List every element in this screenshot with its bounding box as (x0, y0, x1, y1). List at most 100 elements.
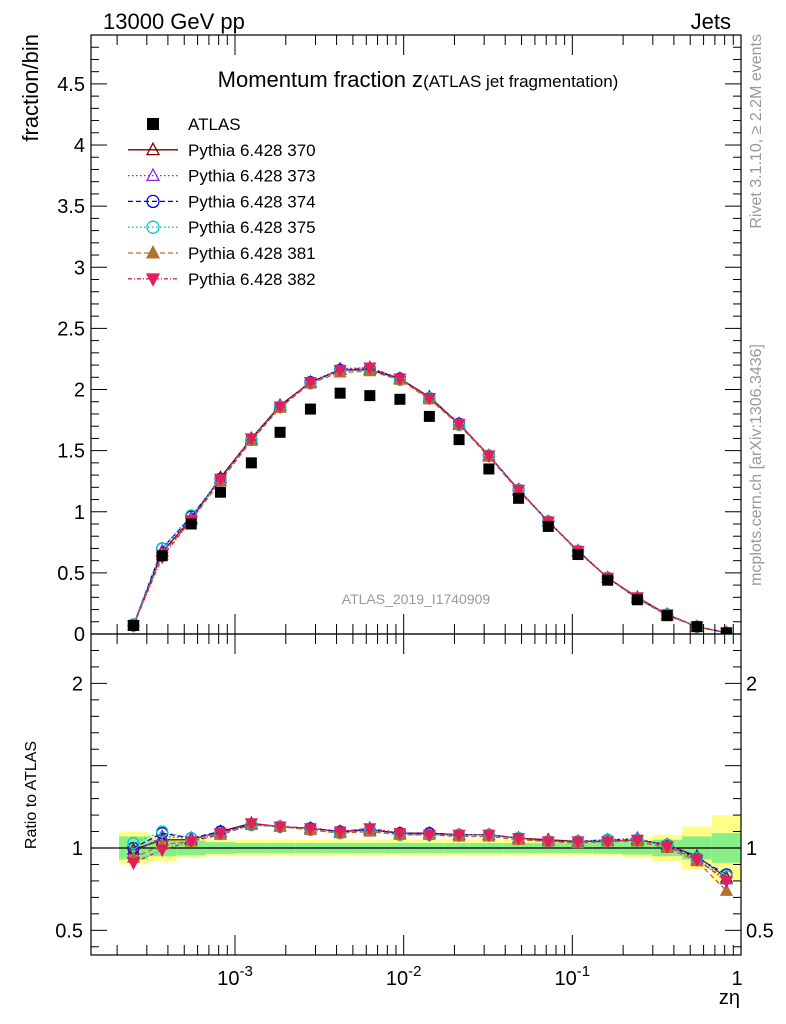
ratio-series-point (660, 841, 674, 854)
ratio-series-point (719, 875, 734, 889)
data-point (453, 434, 465, 446)
x-tick-label-exponent: -1 (577, 963, 590, 980)
series-point (393, 373, 407, 386)
ratio-series-point (273, 821, 287, 835)
x-tick-label: 1 (731, 968, 742, 990)
data-point (572, 549, 584, 561)
ratio-series-line (133, 824, 727, 875)
y-tick-label: 0 (74, 624, 85, 646)
ratio-series-point (690, 854, 704, 867)
ratio-series-point (363, 823, 377, 836)
y-tick-label: 1.5 (57, 441, 85, 463)
legend-label: ATLAS (188, 115, 241, 134)
ratio-series-point (393, 828, 407, 841)
legend-item: Pythia 6.428 381 (128, 244, 316, 263)
main-panel: 0 0.5 1 1.5 2 2.5 3 3.5 4 4.5 (57, 34, 742, 646)
series-point (333, 364, 347, 378)
data-point (631, 594, 643, 606)
ratio-series-point (333, 826, 347, 839)
series-point (482, 450, 496, 463)
legend-label: Pythia 6.428 370 (188, 141, 316, 160)
legend-label: Pythia 6.428 373 (188, 167, 316, 186)
legend-marker (145, 141, 161, 156)
x-tick-label: 10-1 (555, 963, 591, 990)
ratio-series-point (184, 836, 198, 849)
series-atlas (127, 387, 732, 634)
data-point (364, 390, 376, 402)
y-tick-label: 4.5 (57, 74, 85, 96)
ratio-series-pythia-6-428-382 (126, 818, 734, 889)
data-point (156, 550, 168, 562)
ratio-y-axis-label: Ratio to ATLAS (23, 741, 40, 849)
legend-label: Pythia 6.428 381 (188, 244, 316, 263)
ratio-series-point (630, 834, 644, 848)
legend-marker (145, 273, 161, 287)
x-tick-label-exponent: -2 (408, 963, 421, 980)
series-point (452, 418, 466, 432)
data-point (274, 426, 286, 438)
data-point (602, 574, 614, 586)
x-tick-label: 10-2 (386, 963, 422, 990)
legend-marker (146, 220, 160, 234)
series-point (213, 473, 228, 487)
series-point (244, 433, 258, 446)
data-point (245, 457, 257, 469)
ratio-series-point (156, 825, 169, 838)
series-point (363, 362, 377, 375)
data-point (513, 492, 525, 504)
x-tick-label-exponent: -3 (239, 963, 252, 980)
legend: ATLAS Pythia 6.428 370 Pythia 6.428 373 Pyt… (128, 115, 316, 289)
legend-label: Pythia 6.428 375 (188, 218, 316, 237)
y-tick-label: 3 (74, 257, 85, 279)
ratio-y-axis-ticks: 0.5 0.5 1 1 2 2 (55, 649, 774, 948)
data-point (334, 387, 346, 399)
ratio-series-point (601, 836, 615, 849)
x-tick-label-base: 10 (555, 968, 577, 990)
legend-item: ATLAS (147, 115, 241, 134)
data-point (214, 486, 226, 498)
ratio-y-tick-label-right: 2 (746, 673, 757, 695)
x-tick-label: 10-3 (217, 963, 253, 990)
data-point (542, 520, 554, 532)
x-tick-label-base: 10 (217, 968, 239, 990)
y-axis-ticks: 0 0.5 1 1.5 2 2.5 3 3.5 4 4.5 (57, 46, 741, 646)
data-point (127, 619, 139, 631)
rivet-label: Rivet 3.1.10, ≥ 2.2M events (748, 34, 765, 229)
ratio-frame (90, 633, 742, 956)
ratio-y-tick-label: 1 (72, 838, 83, 860)
ratio-series-point (422, 829, 436, 843)
y-tick-label: 1 (74, 502, 85, 524)
legend-marker (145, 167, 161, 182)
data-point (423, 410, 435, 422)
ratio-series-point (303, 823, 318, 836)
mcplots-label: mcplots.cern.ch [arXiv:1306.3436] (748, 344, 765, 586)
legend-item: Pythia 6.428 382 (128, 270, 316, 289)
legend-label: Pythia 6.428 374 (188, 192, 316, 211)
data-point (304, 403, 316, 415)
chart-title: Momentum fraction z(ATLAS jet fragmentat… (218, 67, 619, 92)
ratio-series-point (452, 829, 466, 843)
legend-item: Pythia 6.428 374 (128, 192, 316, 211)
ratio-series-point (511, 833, 526, 846)
ratio-series-point (244, 818, 258, 831)
ratio-series-point (541, 836, 555, 849)
series-point (273, 401, 287, 415)
ratio-series-line (133, 824, 727, 892)
ratio-series-point (482, 829, 496, 843)
data-point (661, 610, 673, 622)
x-axis-ticks: 10-3 10-2 10-1 1 (116, 35, 743, 990)
y-tick-label: 0.5 (57, 563, 85, 585)
header-right: Jets (691, 9, 731, 34)
legend-label: Pythia 6.428 382 (188, 270, 316, 289)
y-tick-label: 2.5 (57, 318, 85, 340)
main-series-group (126, 360, 734, 634)
ratio-series-point (571, 836, 585, 849)
x-tick-label-base: 10 (386, 968, 408, 990)
data-point (394, 393, 406, 405)
series-point (303, 377, 318, 390)
ratio-y-tick-label-right: 1 (746, 838, 757, 860)
y-tick-label: 2 (74, 380, 85, 402)
chart-title-main: Momentum fraction z (218, 67, 423, 92)
ratio-series-point (213, 828, 228, 841)
